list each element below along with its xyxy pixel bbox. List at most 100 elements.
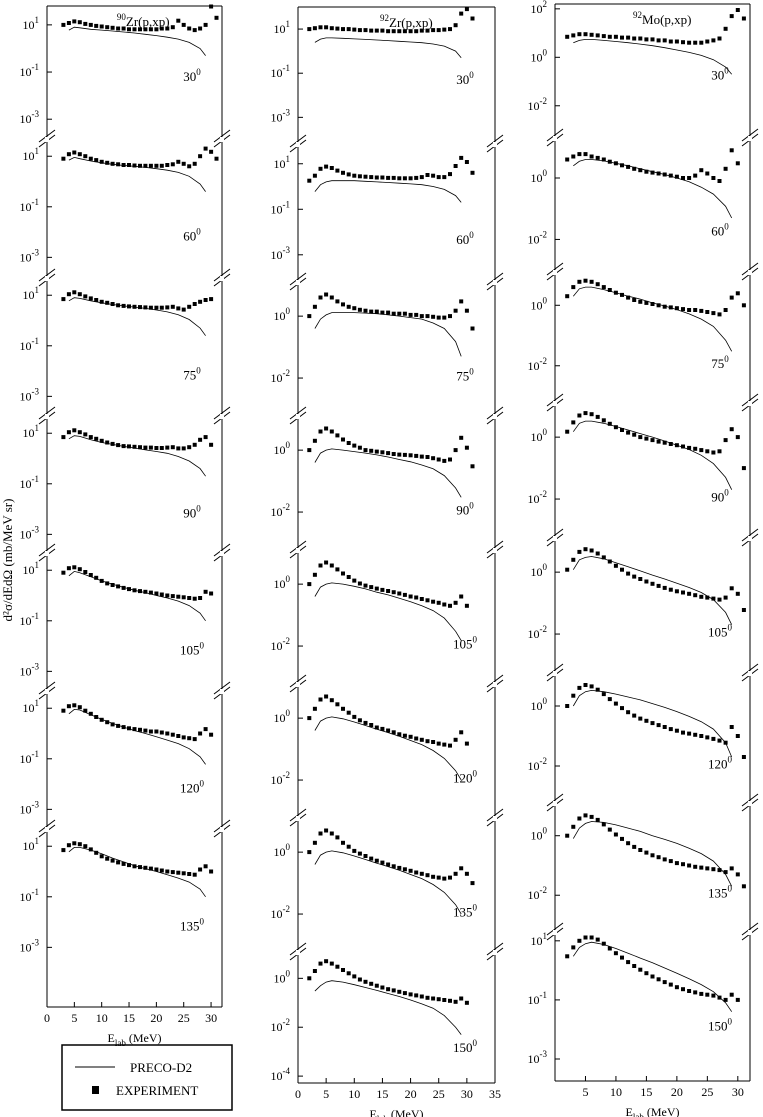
experiment-point <box>470 326 475 331</box>
experiment-point <box>644 37 649 42</box>
axis-break-mark <box>38 268 56 282</box>
experiment-point <box>66 292 71 297</box>
experiment-point <box>565 833 570 838</box>
x-tick-label: 25 <box>701 1085 713 1099</box>
experiment-point <box>607 827 612 832</box>
column-0: 10110-110-330090Zr(p,xp)10110-110-360010… <box>20 4 231 1048</box>
experiment-point <box>565 157 570 162</box>
experiment-point <box>650 170 655 175</box>
y-tick-label: 10-1 <box>20 749 40 766</box>
experiment-point <box>209 732 214 737</box>
experiment-point <box>687 40 692 45</box>
experiment-point <box>613 951 618 956</box>
experiment-point <box>431 456 436 461</box>
theory-curve <box>572 941 733 1012</box>
theory-curve <box>68 297 206 336</box>
panel-135deg: 100 10-2 1350 <box>528 793 759 902</box>
experiment-point <box>693 446 698 451</box>
experiment-point <box>414 870 419 875</box>
experiment-point <box>723 595 728 600</box>
theory-curve <box>572 821 733 887</box>
experiment-point <box>110 583 115 587</box>
experiment-point <box>329 26 334 31</box>
theory-curve <box>68 26 206 56</box>
experiment-point <box>583 152 588 157</box>
experiment-point <box>143 305 148 310</box>
experiment-point <box>419 737 424 742</box>
experiment-point <box>397 591 402 596</box>
experiment-point <box>397 732 402 737</box>
experiment-point <box>105 300 110 305</box>
experiment-point <box>601 692 606 697</box>
y-tick-label: 100 <box>531 427 548 444</box>
experiment-point <box>324 959 329 964</box>
experiment-point <box>453 448 458 453</box>
experiment-point <box>181 595 186 600</box>
experiment-point <box>699 168 704 173</box>
experiment-point <box>729 992 734 997</box>
experiment-point <box>601 285 606 290</box>
experiment-point <box>148 305 153 310</box>
panel-60deg: 100 10-2 600 <box>528 128 759 246</box>
experiment-point <box>650 37 655 42</box>
axis-break-mark <box>741 128 759 142</box>
axis-break-gap <box>748 930 752 935</box>
experiment-point <box>470 464 475 469</box>
experiment-point <box>312 706 317 711</box>
experiment-point <box>380 587 385 592</box>
experiment-point <box>341 27 345 32</box>
experiment-point <box>127 587 131 592</box>
y-tick-label: 101 <box>23 146 40 163</box>
axis-break-mark <box>213 406 231 420</box>
experiment-point <box>346 27 351 32</box>
panel-135deg: 100 10-2 1350 <box>271 808 504 921</box>
experiment-point <box>699 40 704 45</box>
experiment-point <box>717 995 722 1000</box>
experiment-point <box>650 721 655 726</box>
x-tick-label: 25 <box>433 1087 445 1101</box>
experiment-point <box>105 581 110 586</box>
axis-break-mark <box>546 528 564 542</box>
experiment-point <box>72 290 77 295</box>
experiment-point <box>198 867 203 872</box>
experiment-point <box>159 26 164 31</box>
experiment-point <box>699 865 704 870</box>
experiment-point <box>209 442 214 447</box>
experiment-point <box>448 27 452 32</box>
experiment-point <box>607 34 612 39</box>
experiment-point <box>154 163 159 168</box>
experiment-point <box>565 704 570 708</box>
y-tick-label: 10-4 <box>271 1066 291 1083</box>
experiment-point <box>307 178 312 183</box>
experiment-point <box>192 872 197 877</box>
experiment-point <box>380 450 385 455</box>
experiment-point <box>116 26 121 31</box>
experiment-point <box>674 39 679 44</box>
experiment-point <box>214 15 219 20</box>
axis-break-mark <box>546 793 564 807</box>
experiment-point <box>705 171 710 176</box>
x-tick-label: 30 <box>732 1085 744 1099</box>
experiment-point <box>72 565 77 570</box>
experiment-point <box>154 591 159 596</box>
experiment-point <box>154 305 159 310</box>
angle-label: 900 <box>456 500 474 517</box>
axis-break-gap <box>220 137 224 142</box>
axis-break-gap <box>493 280 497 285</box>
theory-curve <box>314 180 462 203</box>
experiment-point <box>442 315 447 320</box>
experiment-point <box>425 455 430 459</box>
experiment-point <box>717 449 722 454</box>
experiment-point <box>94 436 99 441</box>
axis-break-gap <box>553 270 557 275</box>
axis-break-gap <box>493 414 497 419</box>
experiment-point <box>324 25 329 30</box>
experiment-point <box>650 974 655 979</box>
experiment-point <box>165 445 170 450</box>
experiment-point <box>620 955 624 960</box>
experiment-point <box>357 174 362 179</box>
experiment-point <box>565 429 570 434</box>
experiment-point <box>723 740 728 745</box>
experiment-point <box>735 291 740 296</box>
experiment-point <box>88 435 93 440</box>
